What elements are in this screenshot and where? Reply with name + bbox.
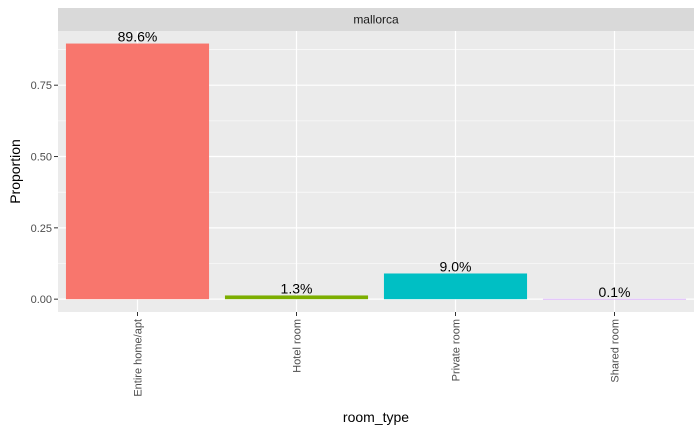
- data-label: 9.0%: [440, 258, 472, 274]
- y-tick-label: 0.50: [31, 152, 52, 164]
- data-labels: 89.6% 1.3% 9.0% 0.1%: [118, 29, 631, 300]
- bar: [383, 273, 528, 300]
- bar: [224, 295, 369, 300]
- bar: [542, 298, 687, 300]
- data-label: 89.6%: [118, 29, 158, 45]
- x-axis-title: room_type: [343, 409, 409, 425]
- y-tick-label: 0.75: [31, 80, 52, 92]
- facet-label: mallorca: [353, 13, 399, 27]
- y-axis: 0.00 0.25 0.50 0.75: [31, 80, 58, 306]
- x-axis: Entire home/apt Hotel room Private room Sha…: [133, 312, 622, 397]
- facet-strip: [58, 8, 694, 31]
- x-tick-label: Entire home/apt: [133, 319, 145, 397]
- y-axis-title: Proportion: [7, 139, 23, 204]
- x-tick-label: Shared room: [610, 319, 622, 383]
- y-tick-label: 0.00: [31, 294, 52, 306]
- bars: [65, 43, 687, 300]
- x-tick-label: Private room: [451, 319, 463, 381]
- data-label: 0.1%: [599, 284, 631, 300]
- x-tick-label: Hotel room: [292, 319, 304, 373]
- bar: [65, 43, 210, 300]
- y-tick-label: 0.25: [31, 223, 52, 235]
- data-label: 1.3%: [281, 280, 313, 296]
